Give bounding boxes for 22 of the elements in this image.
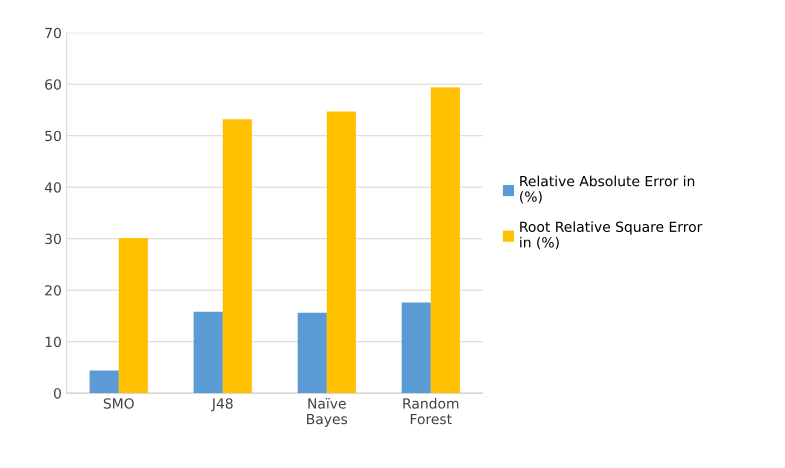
bar — [402, 302, 431, 394]
y-tick-label: 60 — [45, 79, 61, 90]
legend-label: Relative Absolute Error in (%) — [520, 176, 694, 204]
bar — [326, 112, 356, 394]
y-tick-label: 70 — [45, 28, 61, 38]
bar — [90, 370, 119, 394]
legend-label: Root Relative Square Error in (%) — [520, 221, 702, 250]
y-tick-label: 0 — [54, 388, 61, 399]
bar — [222, 119, 252, 394]
x-tick-label: Random Forest — [403, 398, 458, 424]
bar — [430, 87, 460, 394]
bar — [298, 312, 327, 394]
bar — [118, 238, 148, 394]
x-tick-label: J48 — [211, 398, 233, 412]
x-tick-label: Naïve Bayes — [307, 398, 348, 427]
x-tick-label: SMO — [104, 398, 134, 409]
y-tick-label: 50 — [45, 130, 61, 142]
bar — [194, 312, 223, 394]
y-tick-label: 40 — [44, 182, 61, 193]
y-tick-label: 10 — [46, 336, 61, 348]
y-tick-label: 20 — [45, 285, 61, 296]
y-tick-label: 30 — [45, 234, 61, 244]
